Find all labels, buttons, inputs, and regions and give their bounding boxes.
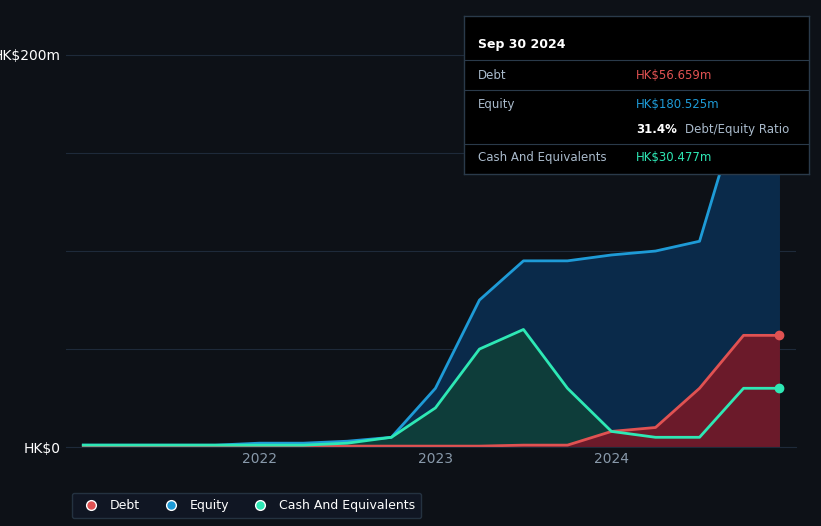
Text: Sep 30 2024: Sep 30 2024	[478, 38, 565, 50]
Text: Debt: Debt	[478, 69, 507, 82]
Text: Debt/Equity Ratio: Debt/Equity Ratio	[685, 123, 789, 136]
Text: HK$56.659m: HK$56.659m	[636, 69, 713, 82]
Text: Cash And Equivalents: Cash And Equivalents	[478, 151, 606, 164]
Text: HK$180.525m: HK$180.525m	[636, 98, 720, 110]
Text: HK$30.477m: HK$30.477m	[636, 151, 713, 164]
Text: 31.4%: 31.4%	[636, 123, 677, 136]
Legend: Debt, Equity, Cash And Equivalents: Debt, Equity, Cash And Equivalents	[72, 493, 421, 519]
Text: Equity: Equity	[478, 98, 515, 110]
